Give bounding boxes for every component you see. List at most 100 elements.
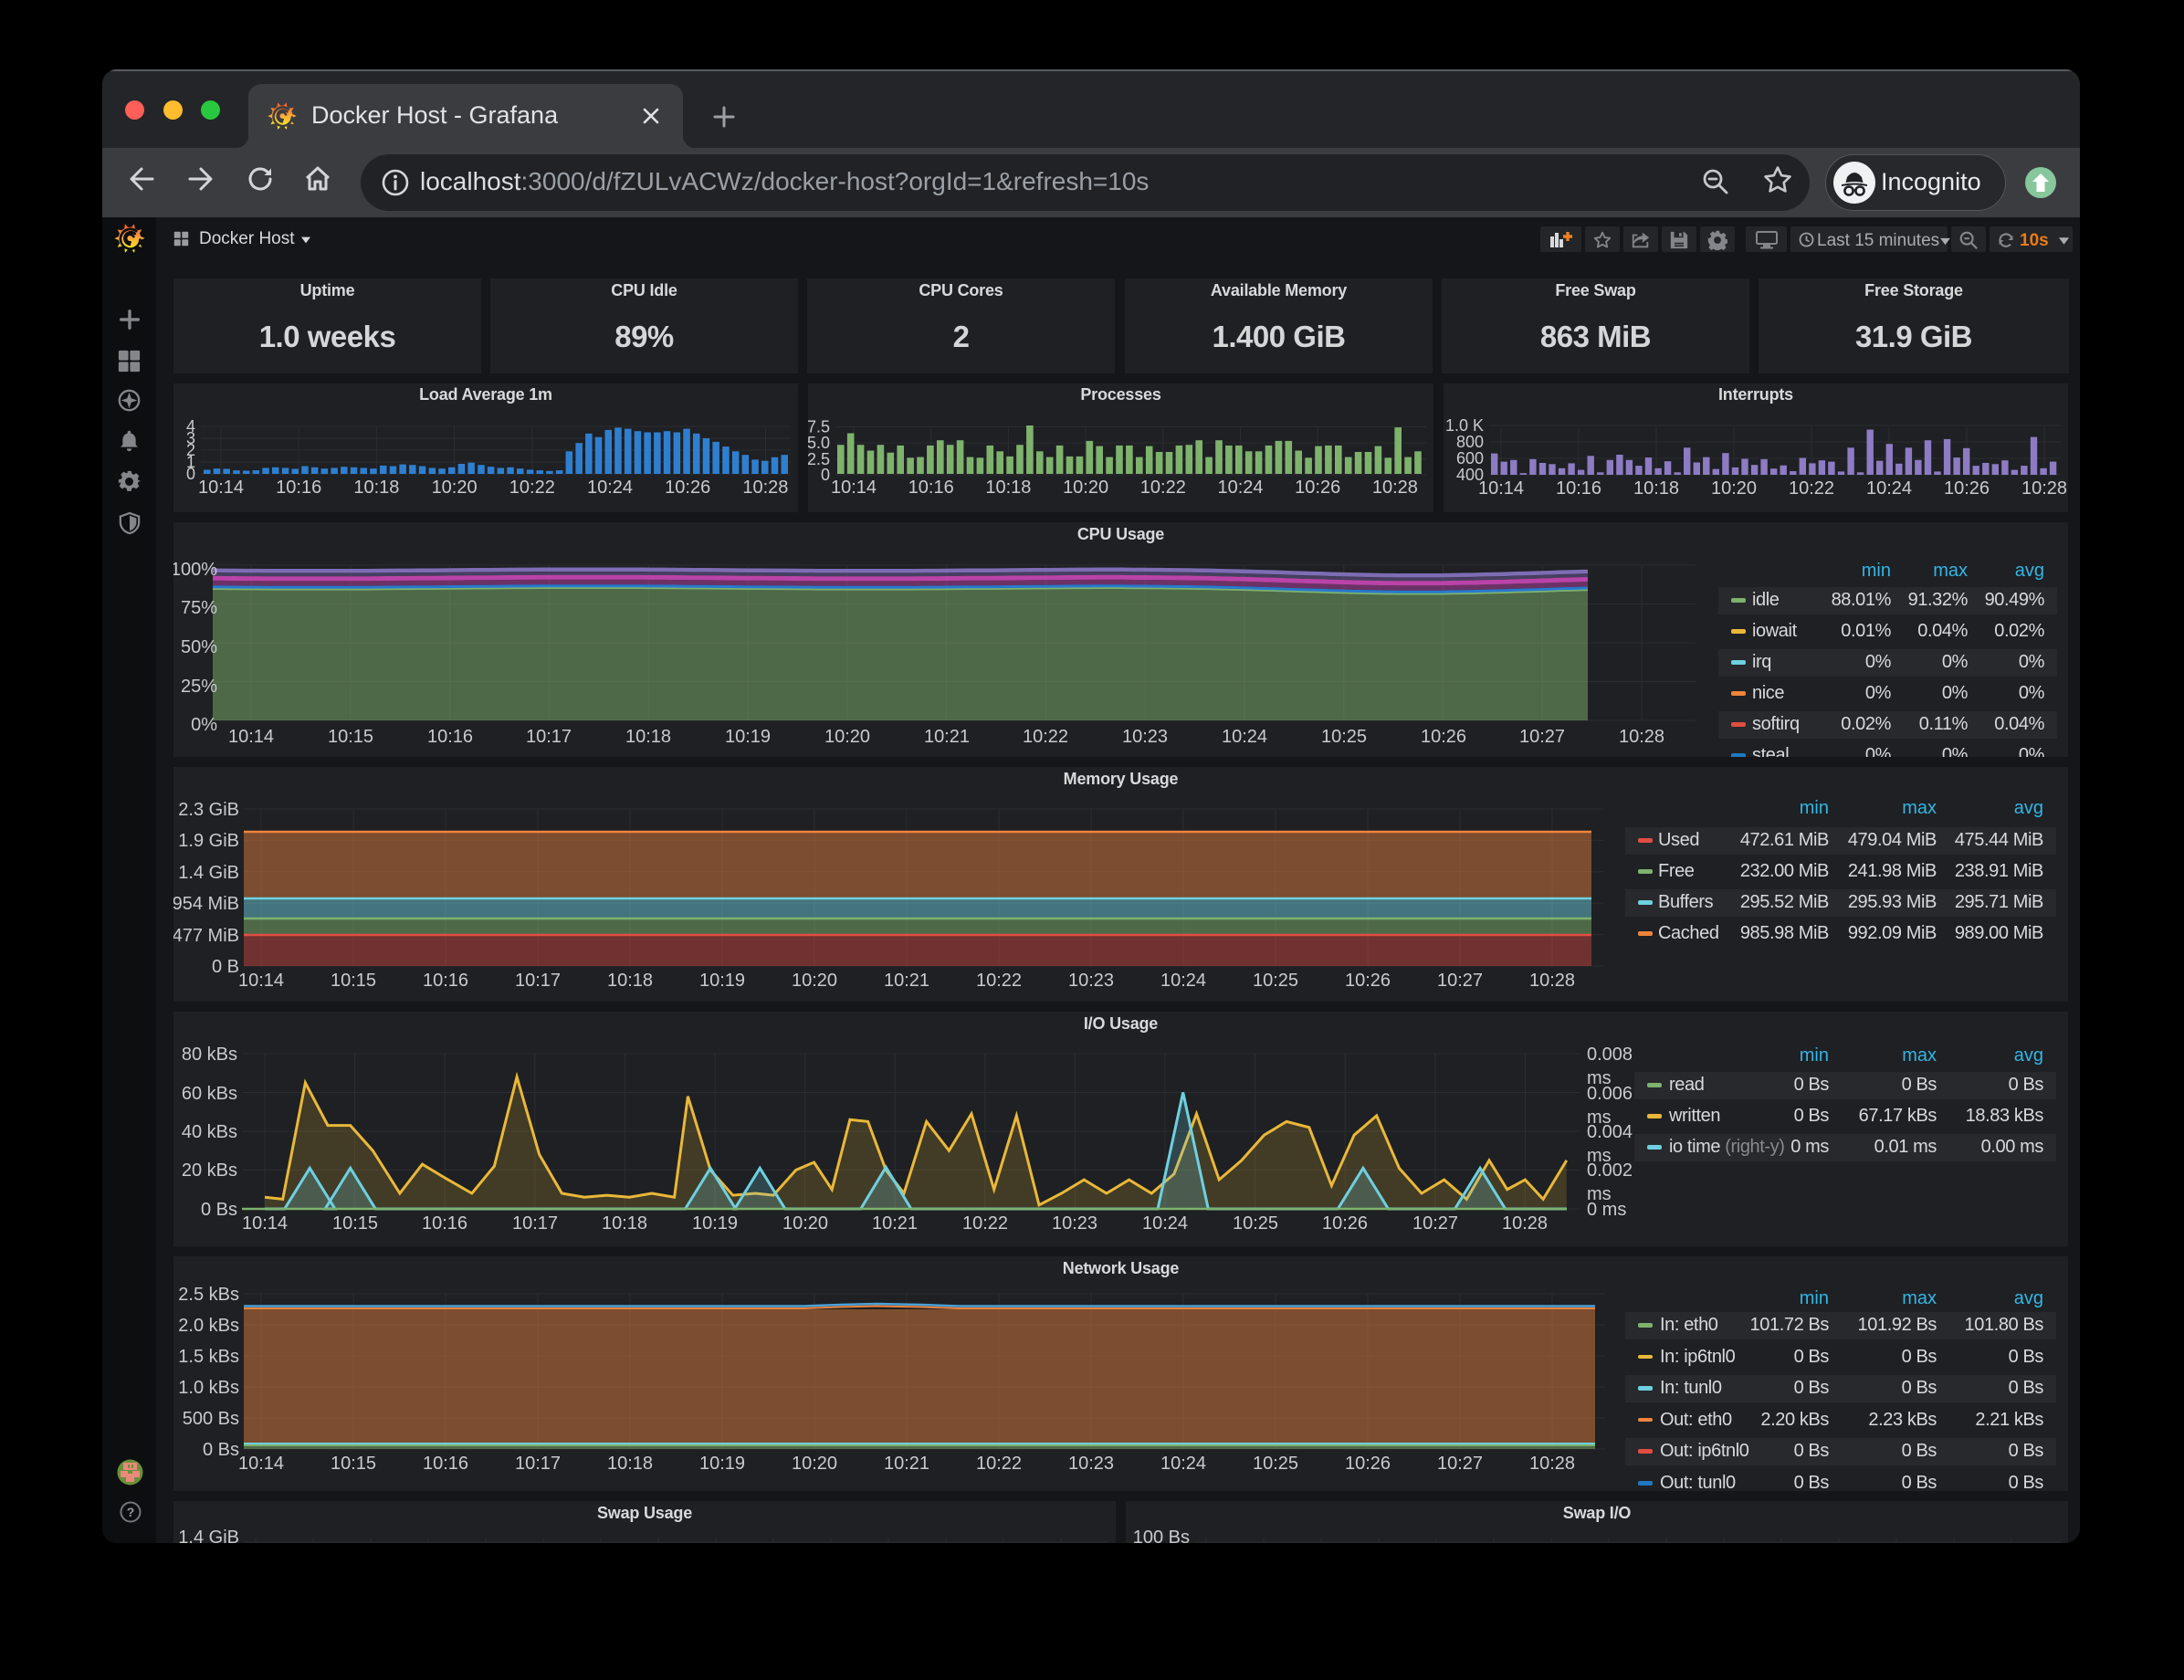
svg-text:100%: 100% [173, 560, 217, 580]
svg-text:25%: 25% [181, 677, 217, 697]
svg-text:10:21: 10:21 [884, 971, 929, 991]
svg-text:0: 0 [821, 466, 830, 484]
svg-text:10:28: 10:28 [2021, 478, 2067, 499]
svg-text:ms: ms [1587, 1146, 1612, 1166]
svg-text:0 Bs: 0 Bs [203, 1440, 239, 1460]
svg-text:500 Bs: 500 Bs [183, 1409, 239, 1429]
svg-text:10:24: 10:24 [587, 478, 633, 498]
svg-text:10:21: 10:21 [872, 1213, 918, 1234]
svg-text:10:28: 10:28 [1529, 971, 1575, 991]
svg-text:4: 4 [186, 417, 195, 436]
svg-text:10:28: 10:28 [742, 478, 788, 498]
svg-text:10:20: 10:20 [1711, 478, 1757, 499]
svg-text:10:18: 10:18 [353, 478, 399, 498]
svg-text:10:25: 10:25 [1253, 1454, 1298, 1474]
svg-text:2: 2 [186, 441, 195, 459]
svg-text:10:15: 10:15 [332, 1213, 378, 1234]
svg-text:10:26: 10:26 [1345, 1454, 1391, 1474]
svg-text:1.5 kBs: 1.5 kBs [178, 1347, 239, 1367]
svg-text:10:24: 10:24 [1142, 1213, 1188, 1234]
svg-text:10:14: 10:14 [228, 727, 274, 747]
svg-text:10:28: 10:28 [1619, 727, 1664, 747]
svg-text:10:20: 10:20 [792, 971, 837, 991]
svg-text:40 kBs: 40 kBs [182, 1122, 237, 1142]
svg-text:10:20: 10:20 [792, 1454, 837, 1474]
svg-text:954 MiB: 954 MiB [173, 894, 239, 914]
svg-text:10:20: 10:20 [1063, 478, 1108, 498]
svg-text:10:28: 10:28 [1372, 478, 1418, 498]
svg-text:10:23: 10:23 [1068, 1454, 1114, 1474]
svg-text:2.0 kBs: 2.0 kBs [178, 1316, 239, 1336]
svg-text:60 kBs: 60 kBs [182, 1084, 237, 1104]
svg-text:20 kBs: 20 kBs [182, 1160, 237, 1181]
svg-text:10:22: 10:22 [976, 1454, 1022, 1474]
svg-text:10:14: 10:14 [198, 478, 244, 498]
svg-text:1.4 GiB: 1.4 GiB [178, 1528, 239, 1543]
svg-text:400: 400 [1456, 466, 1484, 484]
svg-text:600: 600 [1456, 449, 1484, 467]
svg-text:10:26: 10:26 [1295, 478, 1340, 498]
svg-text:10:18: 10:18 [985, 478, 1031, 498]
svg-text:10:23: 10:23 [1052, 1213, 1097, 1234]
svg-text:ms: ms [1587, 1108, 1612, 1128]
svg-text:10:20: 10:20 [824, 727, 870, 747]
svg-text:1.4 GiB: 1.4 GiB [178, 863, 239, 883]
svg-text:10:25: 10:25 [1253, 971, 1298, 991]
svg-text:10:21: 10:21 [924, 727, 970, 747]
svg-text:10:14: 10:14 [242, 1213, 288, 1234]
svg-text:10:27: 10:27 [1519, 727, 1565, 747]
svg-text:10:16: 10:16 [423, 1454, 468, 1474]
svg-text:0 Bs: 0 Bs [201, 1200, 237, 1220]
svg-text:10:16: 10:16 [427, 727, 473, 747]
svg-text:800: 800 [1456, 433, 1484, 451]
svg-text:10:21: 10:21 [884, 1454, 929, 1474]
svg-text:10:26: 10:26 [1345, 971, 1391, 991]
svg-text:0.002: 0.002 [1587, 1160, 1633, 1181]
svg-text:0: 0 [186, 465, 195, 483]
svg-text:10:22: 10:22 [962, 1213, 1008, 1234]
svg-text:3: 3 [186, 429, 195, 447]
svg-text:10:17: 10:17 [515, 971, 561, 991]
svg-text:0%: 0% [191, 715, 217, 735]
svg-text:10:22: 10:22 [1140, 478, 1186, 498]
svg-text:1.0 K: 1.0 K [1445, 416, 1484, 435]
svg-text:10:16: 10:16 [422, 1213, 467, 1234]
svg-text:10:18: 10:18 [602, 1213, 647, 1234]
svg-text:10:26: 10:26 [665, 478, 710, 498]
svg-text:10:22: 10:22 [976, 971, 1022, 991]
svg-text:10:27: 10:27 [1437, 1454, 1483, 1474]
svg-text:0.006: 0.006 [1587, 1084, 1633, 1104]
svg-text:0.008: 0.008 [1587, 1045, 1633, 1065]
svg-text:10:26: 10:26 [1322, 1213, 1368, 1234]
svg-text:10:26: 10:26 [1944, 478, 1990, 499]
svg-text:75%: 75% [181, 598, 217, 618]
svg-text:10:23: 10:23 [1122, 727, 1168, 747]
svg-text:ms: ms [1587, 1068, 1612, 1088]
svg-text:7.5: 7.5 [808, 418, 830, 436]
svg-text:100 Bs: 100 Bs [1133, 1528, 1190, 1543]
svg-text:10:24: 10:24 [1160, 971, 1206, 991]
svg-text:10:15: 10:15 [331, 1454, 376, 1474]
svg-text:10:27: 10:27 [1412, 1213, 1458, 1234]
svg-text:10:16: 10:16 [423, 971, 468, 991]
svg-text:1: 1 [186, 453, 195, 471]
svg-text:?: ? [127, 1505, 135, 1519]
svg-text:10:14: 10:14 [831, 478, 877, 498]
svg-text:80 kBs: 80 kBs [182, 1045, 237, 1065]
svg-text:10:17: 10:17 [515, 1454, 561, 1474]
svg-text:10:24: 10:24 [1866, 478, 1912, 499]
svg-text:10:19: 10:19 [725, 727, 771, 747]
svg-text:10:22: 10:22 [1789, 478, 1834, 499]
svg-text:10:24: 10:24 [1160, 1454, 1206, 1474]
svg-text:2.3 GiB: 2.3 GiB [178, 800, 239, 820]
svg-text:10:16: 10:16 [1556, 478, 1601, 499]
svg-text:10:27: 10:27 [1437, 971, 1483, 991]
svg-text:10:17: 10:17 [512, 1213, 558, 1234]
svg-text:1.9 GiB: 1.9 GiB [178, 831, 239, 851]
svg-text:10:28: 10:28 [1529, 1454, 1575, 1474]
svg-text:2.5: 2.5 [808, 450, 830, 468]
svg-text:5.0: 5.0 [808, 434, 830, 452]
svg-text:10:14: 10:14 [238, 971, 284, 991]
svg-text:50%: 50% [181, 637, 217, 657]
svg-text:0 ms: 0 ms [1587, 1200, 1626, 1220]
